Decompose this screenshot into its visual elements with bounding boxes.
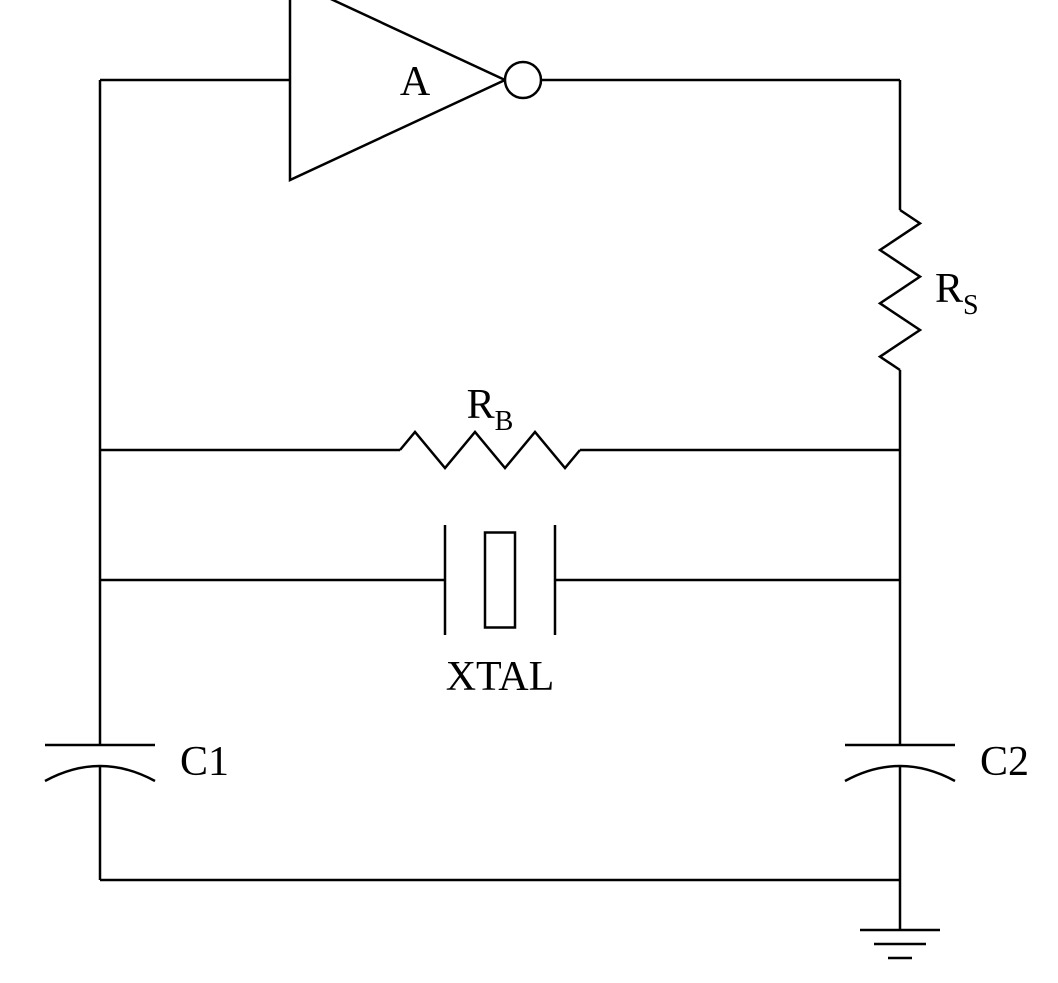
rb-label: RB [467, 382, 514, 437]
inverter-gate [290, 0, 505, 180]
resistor-rs [880, 210, 920, 370]
capacitor-c2-label: C2 [980, 739, 1029, 785]
pierce-oscillator-circuit: A RS RB XTAL C1 C2 [0, 0, 1058, 983]
xtal-body [485, 533, 515, 628]
capacitor-c1-label: C1 [180, 739, 229, 785]
resistor-rb [400, 432, 580, 468]
xtal-label: XTAL [446, 654, 555, 700]
inverter-label: A [400, 59, 431, 105]
rs-label: RS [935, 266, 979, 321]
inverter-bubble [505, 62, 541, 98]
